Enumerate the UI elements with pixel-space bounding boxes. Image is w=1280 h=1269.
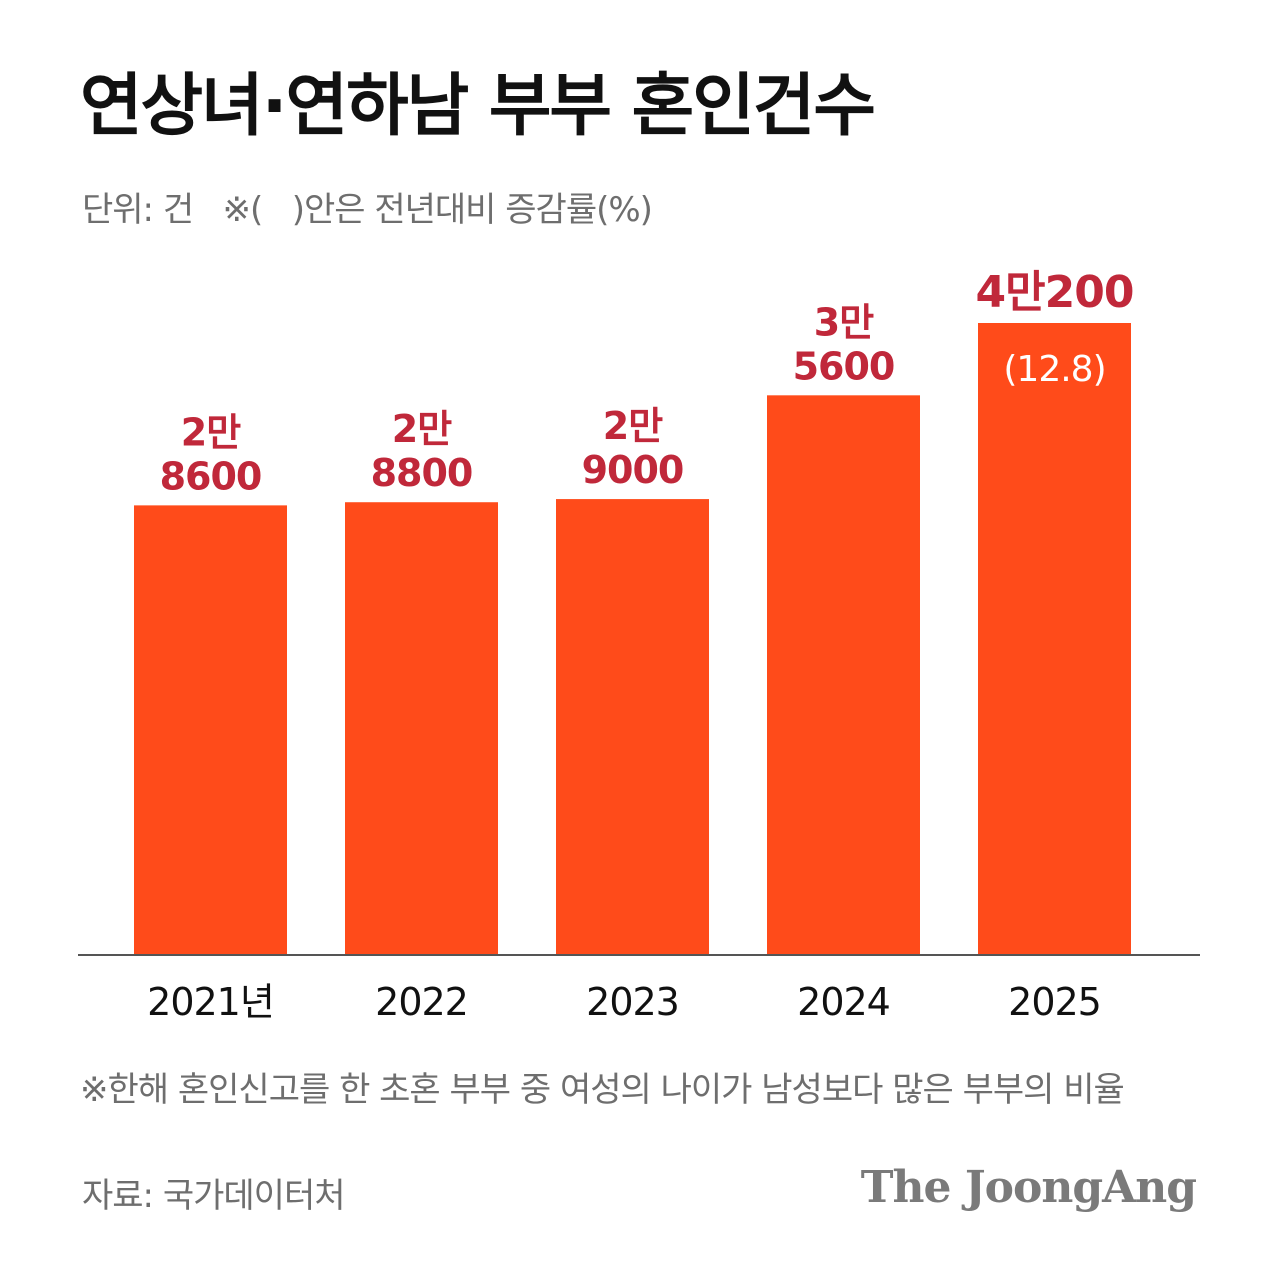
unit-note: 단위: 건 ※( )안은 전년대비 증감률(%) [82, 190, 653, 230]
category-label-4: 2025 [1008, 980, 1101, 1024]
brand-logo: The JoongAng [860, 1162, 1197, 1213]
value-label-1-1: 8800 [371, 451, 473, 495]
bar-1 [345, 502, 498, 955]
chart-title: 연상녀·연하남 부부 혼인건수 [80, 67, 876, 146]
value-label-0-0: 2만 [181, 410, 241, 454]
value-label-0-1: 8600 [160, 454, 262, 498]
value-label-1-0: 2만 [392, 407, 452, 451]
value-label-3-0: 3만 [814, 300, 874, 344]
category-label-2: 2023 [586, 980, 679, 1024]
bar-2 [556, 499, 709, 955]
footnote: ※한해 혼인신고를 한 초혼 부부 중 여성의 나이가 남성보다 많은 부부의 … [80, 1070, 1125, 1110]
value-label-4-0: 4만200 [976, 267, 1134, 318]
value-label-3-1: 5600 [793, 344, 895, 388]
category-label-3: 2024 [797, 980, 890, 1024]
category-label-0: 2021년 [147, 980, 274, 1024]
bar-0 [134, 505, 287, 955]
bar-3 [767, 395, 920, 955]
value-label-2-1: 9000 [582, 448, 684, 492]
value-label-2-0: 2만 [603, 404, 663, 448]
category-label-1: 2022 [375, 980, 468, 1024]
bar-4 [978, 323, 1131, 955]
source-note: 자료: 국가데이터처 [82, 1176, 346, 1216]
change-label-4: (12.8) [1003, 349, 1105, 390]
